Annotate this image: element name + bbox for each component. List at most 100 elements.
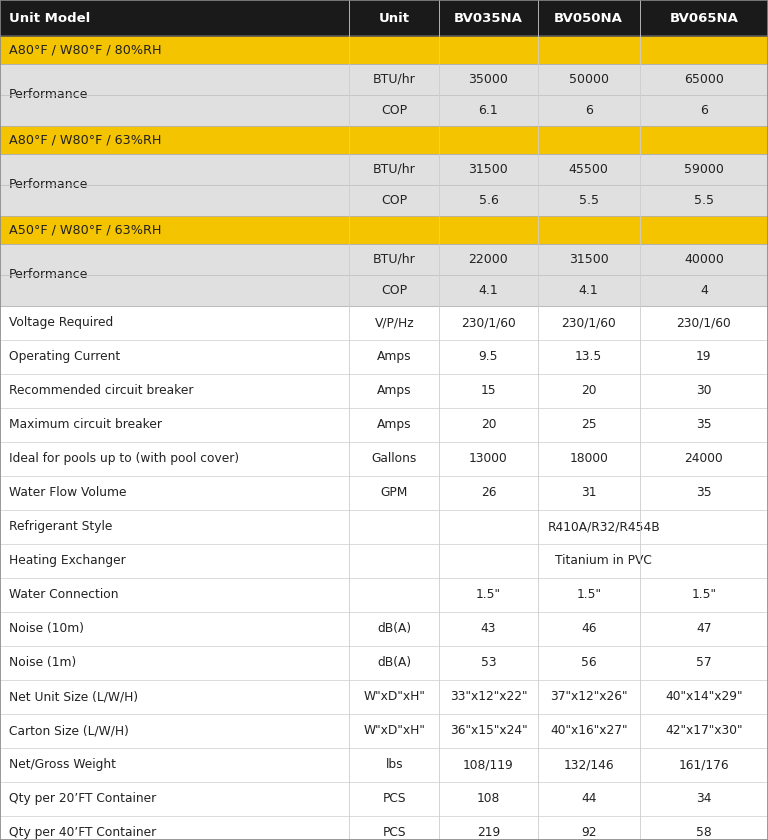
Text: Net Unit Size (L/W/H): Net Unit Size (L/W/H) xyxy=(9,690,138,703)
Bar xyxy=(0,0,768,36)
Text: 57: 57 xyxy=(696,657,712,669)
Text: PCS: PCS xyxy=(382,827,406,839)
Bar xyxy=(0,306,768,340)
Text: 47: 47 xyxy=(696,622,712,636)
Text: 13.5: 13.5 xyxy=(575,350,602,364)
Text: 20: 20 xyxy=(481,418,496,432)
Text: 31500: 31500 xyxy=(468,163,508,176)
Text: 13000: 13000 xyxy=(469,453,508,465)
Text: 46: 46 xyxy=(581,622,597,636)
Text: 43: 43 xyxy=(481,622,496,636)
Bar xyxy=(0,64,768,126)
Text: 65000: 65000 xyxy=(684,73,723,86)
Text: Water Connection: Water Connection xyxy=(9,589,119,601)
Bar xyxy=(0,374,768,408)
Text: 6.1: 6.1 xyxy=(478,104,498,117)
Text: 35: 35 xyxy=(696,418,712,432)
Text: 40000: 40000 xyxy=(684,253,723,266)
Text: 31: 31 xyxy=(581,486,597,500)
Text: 9.5: 9.5 xyxy=(478,350,498,364)
Text: Qty per 40’FT Container: Qty per 40’FT Container xyxy=(9,827,157,839)
Bar xyxy=(0,714,768,748)
Text: A50°F / W80°F / 63%RH: A50°F / W80°F / 63%RH xyxy=(9,223,162,237)
Text: 6: 6 xyxy=(700,104,708,117)
Text: 108: 108 xyxy=(477,792,500,806)
Text: 50000: 50000 xyxy=(568,73,609,86)
Text: lbs: lbs xyxy=(386,759,403,771)
Text: Performance: Performance xyxy=(9,269,88,281)
Text: 34: 34 xyxy=(696,792,712,806)
Text: 5.5: 5.5 xyxy=(694,194,714,207)
Text: Maximum circuit breaker: Maximum circuit breaker xyxy=(9,418,162,432)
Text: 30: 30 xyxy=(696,385,712,397)
Bar xyxy=(0,126,768,154)
Text: 4: 4 xyxy=(700,284,708,297)
Text: 22000: 22000 xyxy=(468,253,508,266)
Text: dB(A): dB(A) xyxy=(377,622,412,636)
Text: Carton Size (L/W/H): Carton Size (L/W/H) xyxy=(9,724,129,738)
Text: Ideal for pools up to (with pool cover): Ideal for pools up to (with pool cover) xyxy=(9,453,240,465)
Text: Water Flow Volume: Water Flow Volume xyxy=(9,486,127,500)
Text: COP: COP xyxy=(381,284,408,297)
Text: 26: 26 xyxy=(481,486,496,500)
Text: R410A/R32/R454B: R410A/R32/R454B xyxy=(548,521,660,533)
Bar xyxy=(0,612,768,646)
Text: 58: 58 xyxy=(696,827,712,839)
Text: 33"x12"x22": 33"x12"x22" xyxy=(450,690,527,703)
Bar xyxy=(0,510,768,544)
Text: 56: 56 xyxy=(581,657,597,669)
Bar xyxy=(0,646,768,680)
Text: 1.5": 1.5" xyxy=(576,589,601,601)
Text: 1.5": 1.5" xyxy=(476,589,501,601)
Text: 5.6: 5.6 xyxy=(478,194,498,207)
Text: 92: 92 xyxy=(581,827,597,839)
Text: Unit Model: Unit Model xyxy=(9,12,91,24)
Text: 18000: 18000 xyxy=(569,453,608,465)
Text: W"xD"xH": W"xD"xH" xyxy=(363,690,425,703)
Text: 19: 19 xyxy=(696,350,712,364)
Text: 44: 44 xyxy=(581,792,597,806)
Text: 4.1: 4.1 xyxy=(579,284,598,297)
Text: A80°F / W80°F / 63%RH: A80°F / W80°F / 63%RH xyxy=(9,134,162,146)
Text: 31500: 31500 xyxy=(569,253,608,266)
Text: 20: 20 xyxy=(581,385,597,397)
Text: 25: 25 xyxy=(581,418,597,432)
Bar xyxy=(0,544,768,578)
Text: Noise (10m): Noise (10m) xyxy=(9,622,84,636)
Text: W"xD"xH": W"xD"xH" xyxy=(363,724,425,738)
Text: dB(A): dB(A) xyxy=(377,657,412,669)
Bar xyxy=(0,154,768,216)
Text: Heating Exchanger: Heating Exchanger xyxy=(9,554,126,568)
Text: Performance: Performance xyxy=(9,178,88,192)
Bar xyxy=(0,476,768,510)
Bar xyxy=(0,748,768,782)
Text: Titanium in PVC: Titanium in PVC xyxy=(555,554,652,568)
Text: BTU/hr: BTU/hr xyxy=(373,73,415,86)
Text: BV035NA: BV035NA xyxy=(454,12,523,24)
Text: 53: 53 xyxy=(481,657,496,669)
Text: Qty per 20’FT Container: Qty per 20’FT Container xyxy=(9,792,157,806)
Text: 40"x14"x29": 40"x14"x29" xyxy=(665,690,743,703)
Text: PCS: PCS xyxy=(382,792,406,806)
Text: Operating Current: Operating Current xyxy=(9,350,121,364)
Text: 45500: 45500 xyxy=(569,163,608,176)
Text: BTU/hr: BTU/hr xyxy=(373,163,415,176)
Text: Unit: Unit xyxy=(379,12,410,24)
Text: 230/1/60: 230/1/60 xyxy=(561,317,616,329)
Text: Refrigerant Style: Refrigerant Style xyxy=(9,521,113,533)
Text: Net/Gross Weight: Net/Gross Weight xyxy=(9,759,116,771)
Text: BV065NA: BV065NA xyxy=(670,12,738,24)
Text: A80°F / W80°F / 80%RH: A80°F / W80°F / 80%RH xyxy=(9,44,162,56)
Bar xyxy=(0,782,768,816)
Text: 24000: 24000 xyxy=(684,453,723,465)
Text: 230/1/60: 230/1/60 xyxy=(677,317,731,329)
Bar xyxy=(0,578,768,612)
Bar xyxy=(0,36,768,64)
Text: 4.1: 4.1 xyxy=(478,284,498,297)
Text: 42"x17"x30": 42"x17"x30" xyxy=(665,724,743,738)
Text: 40"x16"x27": 40"x16"x27" xyxy=(550,724,627,738)
Text: 1.5": 1.5" xyxy=(691,589,717,601)
Text: COP: COP xyxy=(381,194,408,207)
Text: 230/1/60: 230/1/60 xyxy=(461,317,516,329)
Bar xyxy=(0,816,768,840)
